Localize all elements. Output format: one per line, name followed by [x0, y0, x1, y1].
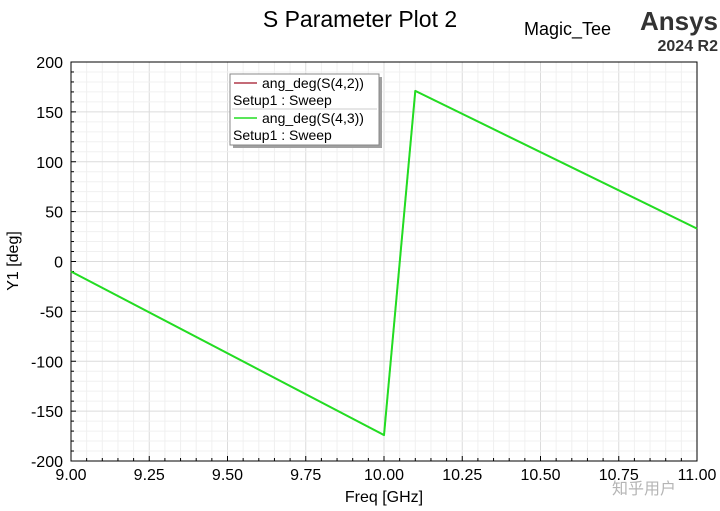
series-lines [70, 89, 698, 437]
x-tick-label: 10.75 [599, 467, 639, 484]
y-tick-label: -150 [31, 404, 63, 421]
x-tick-label: 9.00 [55, 467, 86, 484]
y-tick-label: -50 [40, 304, 63, 321]
legend-setup-2: Setup1 : Sweep [233, 127, 332, 143]
version-label: 2024 R2 [658, 38, 719, 55]
y-tick-label: -200 [31, 454, 63, 471]
y-tick-label: -100 [31, 354, 63, 371]
axis-ticks: 9.00 9.25 9.50 9.75 10.00 10.25 10.50 10.75 11.0… [31, 55, 717, 484]
brand-logo: Ansys [640, 6, 718, 36]
series-line-2 [70, 89, 698, 437]
legend-entry-1: ang_deg(S(4,2)) [262, 75, 364, 91]
y-tick-label: 200 [36, 55, 63, 72]
y-tick-label: 50 [45, 205, 63, 222]
project-name: Magic_Tee [524, 19, 611, 40]
x-tick-label: 10.00 [364, 467, 404, 484]
y-tick-label: 0 [54, 255, 63, 272]
x-tick-label: 9.25 [134, 467, 165, 484]
x-tick-label: 9.50 [212, 467, 243, 484]
x-tick-label: 11.00 [678, 467, 717, 484]
x-tick-label: 9.75 [290, 467, 321, 484]
legend-entry-2: ang_deg(S(4,3)) [262, 110, 364, 126]
x-tick-label: 10.50 [520, 467, 560, 484]
grid [70, 61, 698, 462]
legend[interactable]: ang_deg(S(4,2))Setup1 : Sweepang_deg(S(4… [229, 73, 382, 148]
y-tick-label: 150 [36, 105, 63, 122]
y-axis-label: Y1 [deg] [5, 231, 22, 291]
x-tick-label: 10.25 [442, 467, 482, 484]
legend-setup-1: Setup1 : Sweep [233, 92, 332, 108]
watermark: 知乎用户 [612, 480, 676, 498]
x-axis-label: Freq [GHz] [345, 489, 423, 506]
y-tick-label: 100 [36, 155, 63, 172]
chart-title: S Parameter Plot 2 [263, 6, 457, 32]
